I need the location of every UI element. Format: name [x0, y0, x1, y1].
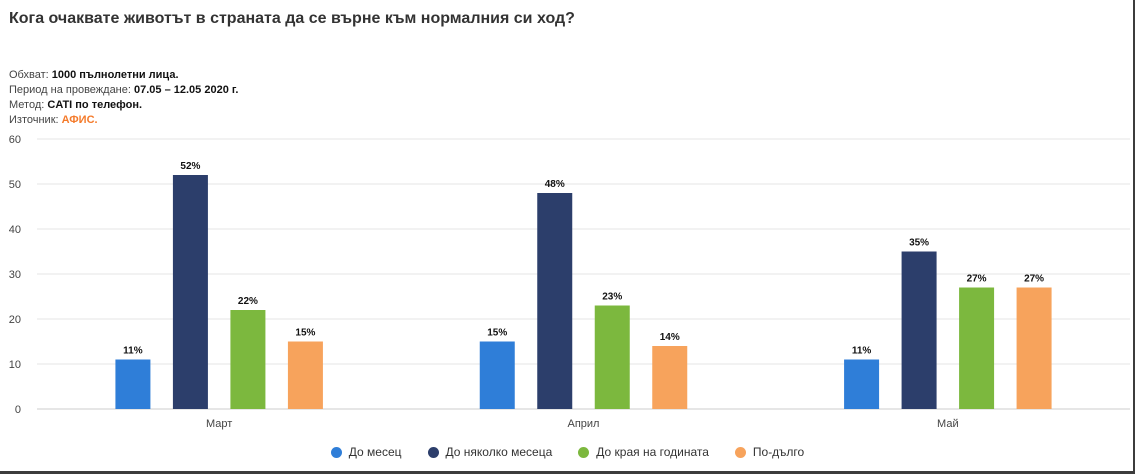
y-tick-label: 40: [9, 224, 21, 236]
bar: [901, 251, 937, 409]
bar: [1016, 287, 1052, 409]
legend-label: До края на годината: [596, 445, 709, 459]
meta-sample: Обхват: 1000 пълнолетни лица.: [9, 69, 179, 81]
data-label: 27%: [1024, 274, 1044, 285]
data-label: 35%: [909, 238, 929, 249]
chart-title: Кога очаквате животът в страната да се в…: [9, 10, 575, 27]
data-label: 11%: [123, 346, 143, 357]
data-label: 23%: [602, 292, 622, 303]
meta-period-value: 07.05 – 12.05 2020 г.: [134, 84, 239, 96]
legend-marker: [734, 446, 746, 458]
meta-source-value: АФИС.: [61, 114, 98, 126]
meta-method-value: CATI по телефон.: [47, 99, 143, 111]
x-category-label: Май: [937, 418, 959, 430]
legend-item[interactable]: По-дълго: [734, 445, 805, 459]
meta-source-label: Източник:: [9, 114, 59, 126]
meta-period: Период на провеждане: 07.05 – 12.05 2020…: [9, 84, 238, 96]
meta-source: Източник: АФИС.: [9, 114, 98, 126]
legend-label: До месец: [348, 445, 402, 459]
y-tick-label: 0: [15, 404, 21, 416]
meta-method-label: Метод:: [9, 99, 45, 111]
data-label: 15%: [487, 328, 507, 339]
legend-label: По-дълго: [752, 445, 805, 459]
chart-legend: До месец До няколко месеца До края на годи…: [0, 445, 1135, 459]
data-label: 15%: [295, 328, 315, 339]
y-tick-label: 30: [9, 269, 21, 281]
bar: [230, 310, 266, 409]
legend-label: До няколко месеца: [445, 445, 553, 459]
data-label: 22%: [238, 296, 258, 307]
meta-period-label: Период на провеждане:: [9, 84, 131, 96]
bar: [959, 287, 995, 409]
data-label: 11%: [852, 346, 872, 357]
bar: [594, 305, 630, 409]
bar: [844, 359, 880, 409]
bar: [479, 341, 515, 409]
y-tick-label: 10: [9, 359, 21, 371]
meta-sample-value: 1000 пълнолетни лица.: [51, 69, 179, 81]
legend-item[interactable]: До месец: [330, 445, 402, 459]
frame-border-right: [1133, 0, 1135, 474]
x-category-label: Март: [206, 418, 232, 430]
legend-item[interactable]: До няколко месеца: [427, 445, 553, 459]
meta-sample-label: Обхват:: [9, 69, 49, 81]
data-label: 27%: [967, 274, 987, 285]
y-tick-label: 60: [9, 134, 21, 146]
legend-marker: [578, 446, 590, 458]
x-category-label: Април: [568, 418, 600, 430]
y-tick-label: 20: [9, 314, 21, 326]
meta-method: Метод: CATI по телефон.: [9, 99, 142, 111]
data-label: 48%: [545, 179, 565, 190]
data-label: 52%: [180, 161, 200, 172]
bar: [172, 175, 208, 409]
y-tick-label: 50: [9, 179, 21, 191]
bar: [287, 341, 323, 409]
legend-marker: [427, 446, 439, 458]
bar: [652, 346, 688, 409]
data-label: 14%: [660, 332, 680, 343]
legend-marker: [330, 446, 342, 458]
bar: [537, 193, 573, 409]
bar: [115, 359, 151, 409]
frame-border-bottom: [0, 471, 1135, 474]
legend-item[interactable]: До края на годината: [578, 445, 709, 459]
